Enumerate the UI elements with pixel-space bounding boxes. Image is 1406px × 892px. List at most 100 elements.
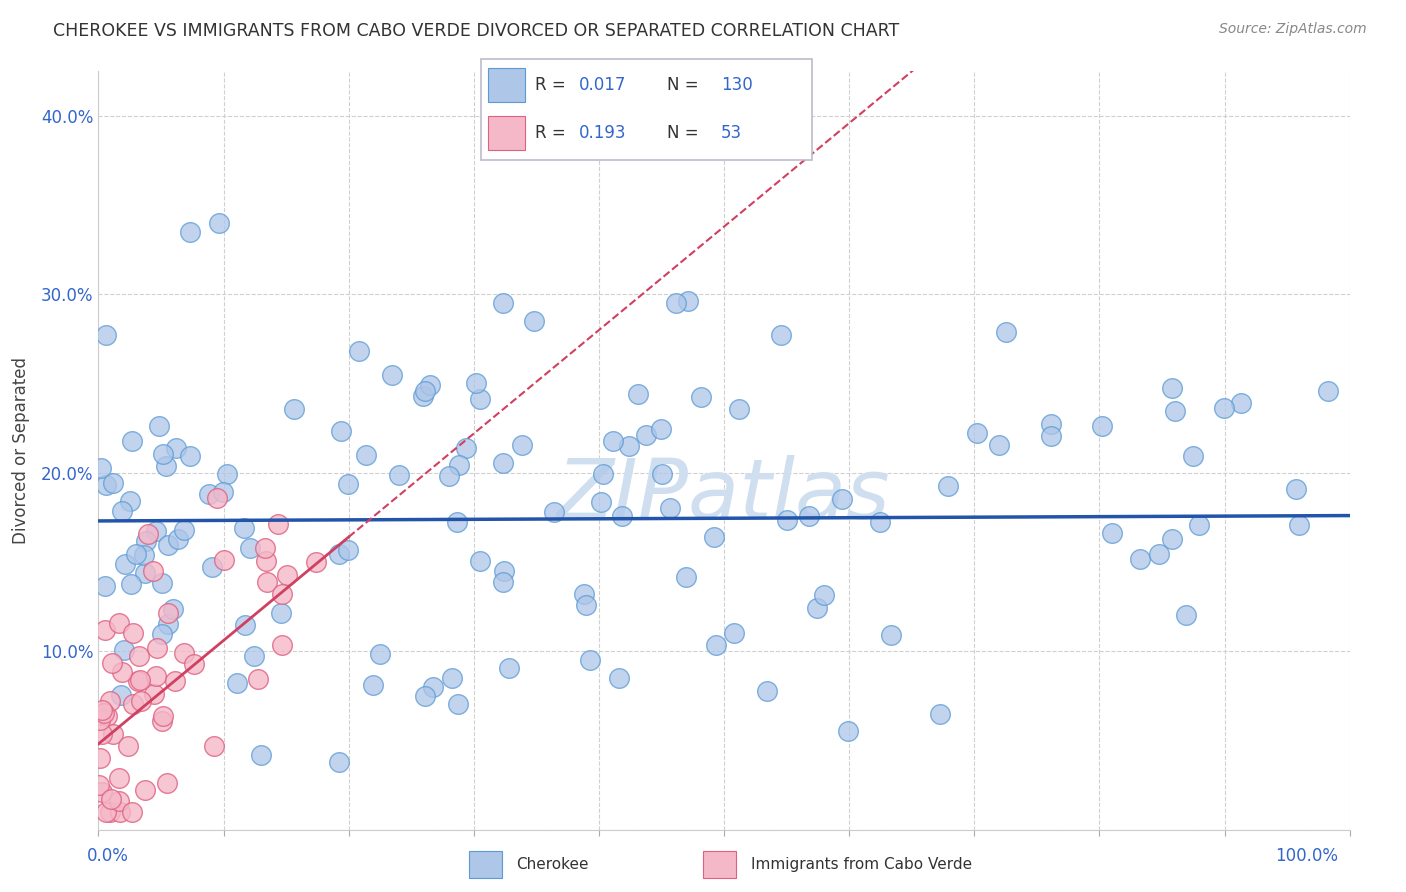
- Point: [328, 755, 350, 769]
- Point: [1188, 517, 1211, 532]
- Point: [1317, 384, 1340, 398]
- Point: [89, 714, 111, 728]
- Point: [422, 680, 444, 694]
- Point: [145, 669, 167, 683]
- Point: [107, 615, 129, 630]
- Point: [361, 678, 384, 692]
- Point: [929, 706, 952, 721]
- Point: [447, 698, 470, 712]
- Point: [96, 709, 118, 723]
- Point: [413, 689, 436, 703]
- Point: [155, 459, 177, 474]
- Point: [665, 296, 688, 310]
- Point: [270, 587, 292, 601]
- Point: [276, 567, 298, 582]
- Point: [94, 478, 117, 492]
- Point: [270, 606, 292, 620]
- Point: [579, 653, 602, 667]
- Point: [703, 530, 725, 544]
- Point: [988, 438, 1011, 452]
- Point: [205, 491, 228, 506]
- Point: [607, 671, 630, 685]
- Point: [100, 791, 122, 805]
- Text: Immigrants from Cabo Verde: Immigrants from Cabo Verde: [751, 857, 972, 871]
- Point: [165, 674, 187, 689]
- Point: [129, 694, 152, 708]
- Point: [283, 402, 305, 417]
- Point: [157, 606, 180, 620]
- Point: [723, 626, 745, 640]
- Point: [756, 683, 779, 698]
- Point: [143, 687, 166, 701]
- Point: [254, 541, 277, 555]
- Point: [101, 727, 124, 741]
- Point: [162, 602, 184, 616]
- Point: [136, 526, 159, 541]
- Text: 130: 130: [721, 76, 752, 95]
- Point: [94, 623, 117, 637]
- Text: R =: R =: [536, 124, 567, 143]
- Point: [368, 647, 391, 661]
- Point: [728, 401, 751, 416]
- Point: [412, 389, 434, 403]
- Point: [678, 293, 700, 308]
- Point: [111, 665, 134, 679]
- Point: [1213, 401, 1236, 415]
- Point: [1285, 482, 1308, 496]
- Point: [441, 671, 464, 685]
- Point: [966, 425, 988, 440]
- Point: [995, 326, 1018, 340]
- Point: [198, 487, 221, 501]
- Point: [491, 575, 513, 590]
- Point: [572, 587, 595, 601]
- Point: [612, 508, 634, 523]
- Point: [167, 532, 190, 546]
- Point: [127, 673, 149, 688]
- Point: [121, 805, 143, 819]
- Point: [89, 751, 111, 765]
- Point: [150, 714, 173, 728]
- Point: [132, 548, 155, 562]
- Point: [347, 344, 370, 359]
- Point: [413, 384, 436, 399]
- Point: [799, 508, 821, 523]
- Point: [150, 576, 173, 591]
- Point: [110, 805, 132, 819]
- Point: [232, 521, 254, 535]
- Point: [492, 565, 515, 579]
- Point: [336, 543, 359, 558]
- Point: [305, 555, 328, 569]
- Point: [202, 739, 225, 753]
- Point: [101, 475, 124, 490]
- Point: [675, 569, 697, 583]
- Point: [330, 425, 353, 439]
- Point: [1288, 518, 1310, 533]
- Point: [468, 554, 491, 568]
- Point: [226, 676, 249, 690]
- Point: [142, 564, 165, 578]
- Point: [437, 469, 460, 483]
- Point: [233, 618, 256, 632]
- Point: [1160, 532, 1182, 546]
- Point: [627, 387, 650, 401]
- Point: [111, 503, 134, 517]
- Point: [90, 785, 112, 799]
- Point: [121, 697, 143, 711]
- Point: [117, 739, 139, 753]
- Point: [267, 516, 290, 531]
- Point: [602, 434, 624, 448]
- Text: Cherokee: Cherokee: [516, 857, 589, 871]
- Point: [1101, 525, 1123, 540]
- Point: [108, 771, 131, 785]
- Point: [98, 694, 121, 708]
- Text: 0.017: 0.017: [579, 76, 627, 95]
- Point: [1040, 429, 1063, 443]
- Point: [328, 547, 350, 561]
- Point: [356, 448, 378, 462]
- Text: CHEROKEE VS IMMIGRANTS FROM CABO VERDE DIVORCED OR SEPARATED CORRELATION CHART: CHEROKEE VS IMMIGRANTS FROM CABO VERDE D…: [53, 22, 900, 40]
- Point: [704, 638, 727, 652]
- Point: [492, 296, 515, 310]
- Point: [387, 468, 409, 483]
- FancyBboxPatch shape: [488, 117, 526, 150]
- Point: [456, 441, 478, 455]
